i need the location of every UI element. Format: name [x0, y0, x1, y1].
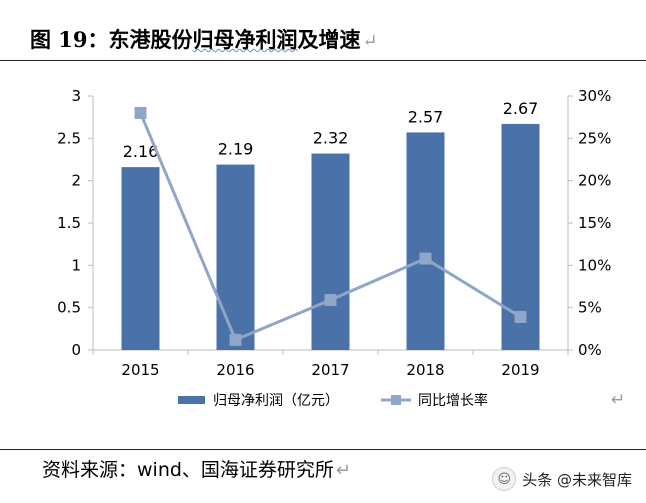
left-tick-label: 3: [71, 87, 81, 105]
smiley-icon: ☺: [492, 467, 517, 491]
right-tick-label: 15%: [578, 214, 611, 232]
legend-line-label: 同比增长率: [418, 392, 488, 409]
x-tick-label: 2015: [121, 361, 159, 379]
bar-data-label: 2.32: [313, 129, 349, 148]
watermark: ☺ 头条 @未来智库: [492, 467, 632, 491]
bar: [311, 153, 350, 350]
figure-title: 图 19：东港股份归母净利润及增速 ↵: [30, 22, 378, 58]
source-text: 资料来源：wind、国海证券研究所: [42, 459, 334, 481]
title-metric: 归母净利润: [192, 27, 298, 52]
right-axis-ticks: 0% 5% 10% 15% 20% 25% 30%: [568, 87, 611, 359]
figure-number: 图 19：: [30, 27, 109, 52]
left-tick-label: 0.5: [57, 299, 81, 317]
legend-marker-swatch: [391, 395, 401, 405]
paragraph-mark-icon: ↵: [335, 460, 352, 481]
right-tick-label: 25%: [578, 129, 611, 147]
x-tick-label: 2017: [311, 361, 349, 379]
left-tick-label: 1: [71, 256, 81, 274]
bar-data-label: 2.16: [123, 142, 159, 161]
paragraph-mark-icon: ↵: [362, 31, 378, 52]
x-tick-label: 2019: [501, 361, 539, 379]
growth-point: [324, 294, 337, 307]
source-note: 资料来源：wind、国海证券研究所 ↵: [42, 455, 351, 482]
right-tick-label: 5%: [578, 299, 602, 317]
legend-bar-swatch: [178, 396, 205, 404]
left-tick-label: 2: [71, 172, 81, 190]
return-mark-icon: ↵: [611, 390, 626, 410]
right-tick-label: 30%: [578, 87, 611, 105]
growth-point: [229, 333, 242, 346]
bar-series: [121, 123, 540, 350]
chart-legend: 归母净利润（亿元） 同比增长率: [178, 392, 488, 409]
bar: [216, 164, 255, 350]
x-tick-label: 2016: [216, 361, 254, 379]
right-tick-label: 0%: [578, 341, 602, 359]
growth-point: [419, 252, 432, 265]
bar-data-label: 2.67: [503, 99, 539, 118]
bar: [121, 167, 160, 350]
x-tick-label: 2018: [406, 361, 444, 379]
growth-point: [134, 106, 147, 119]
watermark-text: 头条 @未来智库: [522, 470, 632, 489]
title-suffix: 及增速: [297, 27, 361, 52]
left-axis-ticks: 0 0.5 1 1.5 2 2.5 3: [57, 87, 93, 359]
left-tick-label: 2.5: [57, 129, 81, 147]
top-rule: [0, 60, 646, 61]
right-tick-label: 20%: [578, 172, 611, 190]
title-company: 东港股份: [108, 27, 193, 52]
legend-bar-label: 归母净利润（亿元）: [213, 392, 339, 409]
x-axis-ticks: 2015 2016 2017 2018 2019: [92, 350, 569, 379]
bar-data-label: 2.19: [218, 140, 254, 159]
left-tick-label: 0: [71, 341, 81, 359]
bar: [406, 132, 445, 350]
bottom-rule: [0, 449, 646, 450]
chart: 00.511.522.53 0%5%10%15%20%25%30% 2.16 2.…: [57, 87, 611, 409]
left-tick-label: 1.5: [57, 214, 81, 232]
bar-data-labels: 2.16 2.19 2.32 2.57 2.67: [123, 99, 539, 161]
bar-data-label: 2.57: [408, 107, 444, 126]
growth-line-series: [134, 106, 527, 346]
right-tick-label: 10%: [578, 256, 611, 274]
growth-point: [514, 310, 527, 323]
